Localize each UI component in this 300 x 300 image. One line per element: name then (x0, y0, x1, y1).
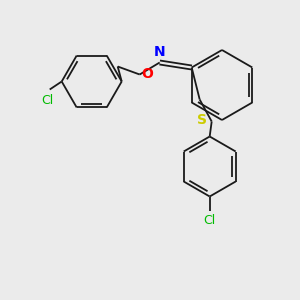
Text: Cl: Cl (204, 214, 216, 227)
Text: N: N (154, 44, 166, 58)
Text: O: O (142, 67, 154, 80)
Text: S: S (197, 113, 207, 128)
Text: Cl: Cl (42, 94, 54, 106)
